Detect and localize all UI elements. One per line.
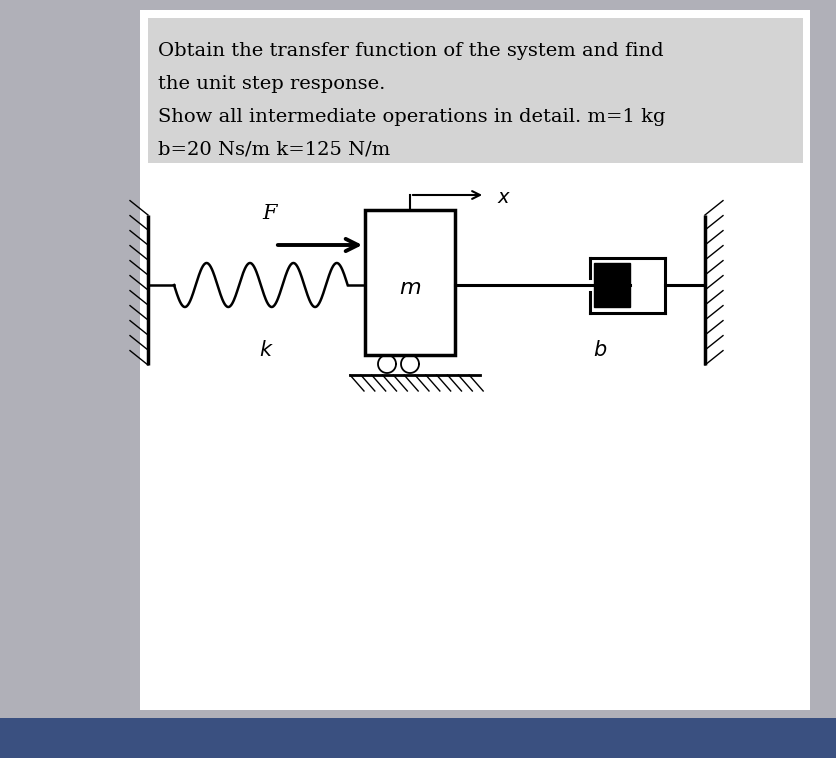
Bar <box>140 10 809 710</box>
Bar <box>364 210 455 355</box>
Text: F: F <box>263 204 277 223</box>
Text: $x$: $x$ <box>497 189 511 207</box>
Bar <box>148 18 802 163</box>
Bar <box>594 263 630 307</box>
Text: $m$: $m$ <box>399 277 421 299</box>
Text: Obtain the transfer function of the system and find: Obtain the transfer function of the syst… <box>158 42 663 60</box>
Text: Show all intermediate operations in detail. m=1 kg: Show all intermediate operations in deta… <box>158 108 665 126</box>
Text: $k$: $k$ <box>259 340 273 360</box>
Bar <box>0 718 836 758</box>
Text: $b$: $b$ <box>592 340 606 360</box>
Text: b=20 Ns/m k=125 N/m: b=20 Ns/m k=125 N/m <box>158 141 390 159</box>
Text: the unit step response.: the unit step response. <box>158 75 385 93</box>
